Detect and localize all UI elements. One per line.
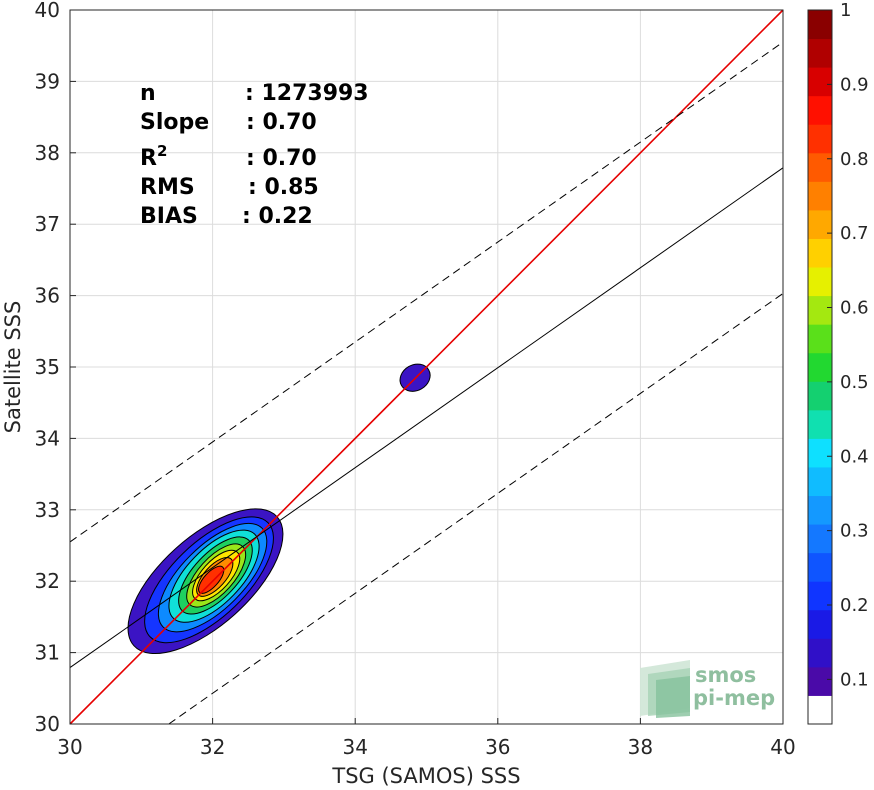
stat-value: : 0.70 <box>246 146 317 171</box>
x-tick-label: 32 <box>200 735 225 759</box>
logo-text-smos: smos <box>695 663 756 687</box>
colorbar-segment <box>808 524 832 554</box>
colorbar-segment <box>808 466 832 497</box>
colorbar-segment <box>808 10 832 40</box>
colorbar-segment <box>808 381 832 411</box>
y-tick-label: 38 <box>35 141 60 165</box>
x-tick-label: 30 <box>57 735 82 759</box>
colorbar-tick-label: 1 <box>840 0 851 21</box>
colorbar-segment <box>808 638 832 668</box>
stat-value: : 0.22 <box>242 204 313 229</box>
colorbar-segment <box>808 581 832 611</box>
colorbar-segment <box>808 95 832 125</box>
y-tick-label: 30 <box>35 712 60 736</box>
smos-pimep-logo: smos pi-mep <box>640 660 775 718</box>
colorbar-frame <box>807 9 833 725</box>
colorbar-segment <box>808 495 832 525</box>
stat-value: : 0.85 <box>248 175 319 200</box>
y-tick-label: 39 <box>35 69 60 93</box>
colorbar-tick-label: 0.6 <box>840 298 869 319</box>
identity-line <box>69 9 784 725</box>
y-tick-label: 32 <box>35 569 60 593</box>
y-tick-label: 33 <box>35 498 60 522</box>
stat-label-superscript: 2 <box>157 142 167 160</box>
statistics-box: n : 1273993 Slope : 0.70 R2 : 0.70 RMS : 0.85 BI… <box>140 81 369 229</box>
colorbar-tick-label: 0.8 <box>840 149 869 170</box>
stat-label: R2 <box>140 142 167 171</box>
colorbar-segment <box>808 695 832 725</box>
y-tick-label: 34 <box>35 426 60 450</box>
y-tick-labels: 30 31 32 33 34 35 36 37 38 39 40 <box>35 0 76 736</box>
stat-label: Slope <box>140 110 209 135</box>
stat-value: : 1273993 <box>245 81 369 106</box>
density-contours <box>127 363 431 655</box>
x-tick-labels: 30 32 34 36 38 40 <box>57 718 796 759</box>
y-tick-label: 37 <box>35 212 60 236</box>
colorbar-segment <box>808 38 832 68</box>
colorbar-tick-label: 0.3 <box>840 521 869 542</box>
y-tick-label: 31 <box>35 641 60 665</box>
stat-value: : 0.70 <box>246 110 317 135</box>
colorbar-tick-label: 0.1 <box>840 669 869 690</box>
x-tick-label: 36 <box>485 735 510 759</box>
colorbar-segment <box>808 666 832 696</box>
colorbar-segment <box>808 267 832 297</box>
upper-bound-line <box>69 41 784 543</box>
colorbar-segment <box>808 238 832 268</box>
density-contour-9-shape <box>198 565 225 594</box>
colorbar-segment <box>808 609 832 639</box>
stat-label: n <box>140 81 156 106</box>
colorbar-segment <box>808 67 832 97</box>
colorbar-tick-label: 0.9 <box>840 74 869 95</box>
y-axis-label: Satellite SSS <box>1 301 25 434</box>
colorbar-tick-label: 0.4 <box>840 446 869 467</box>
reference-lines <box>69 9 784 725</box>
colorbar-segment <box>808 209 832 239</box>
colorbar: 0.1 0.2 0.3 0.4 0.5 0.6 0.7 0.8 0.9 1 <box>807 0 869 725</box>
colorbar-tick-label: 0.5 <box>840 372 869 393</box>
density-contour-9 <box>198 565 225 594</box>
colorbar-tick-label: 0.7 <box>840 223 869 244</box>
colorbar-segment <box>808 124 832 154</box>
x-tick-label: 38 <box>628 735 653 759</box>
colorbar-segment <box>808 552 832 582</box>
colorbar-segment <box>808 295 832 325</box>
x-tick-label: 40 <box>770 735 795 759</box>
colorbar-segment <box>808 324 832 354</box>
colorbar-segment <box>808 352 832 382</box>
y-tick-label: 40 <box>35 0 60 22</box>
y-tick-label: 36 <box>35 284 60 308</box>
colorbar-segment <box>808 409 832 439</box>
x-axis-label: TSG (SAMOS) SSS <box>331 764 520 788</box>
logo-icon <box>640 660 690 718</box>
lower-bound-line <box>168 293 784 725</box>
colorbar-segment <box>808 438 832 468</box>
colorbar-segment <box>808 152 832 182</box>
stat-label: BIAS <box>140 204 198 229</box>
stat-label: RMS <box>140 175 195 200</box>
y-tick-label: 35 <box>35 355 60 379</box>
colorbar-segment <box>808 181 832 211</box>
x-tick-label: 34 <box>342 735 367 759</box>
colorbar-tick-label: 0.2 <box>840 595 869 616</box>
regression-line <box>69 167 784 669</box>
logo-text-pimep: pi-mep <box>693 686 775 710</box>
